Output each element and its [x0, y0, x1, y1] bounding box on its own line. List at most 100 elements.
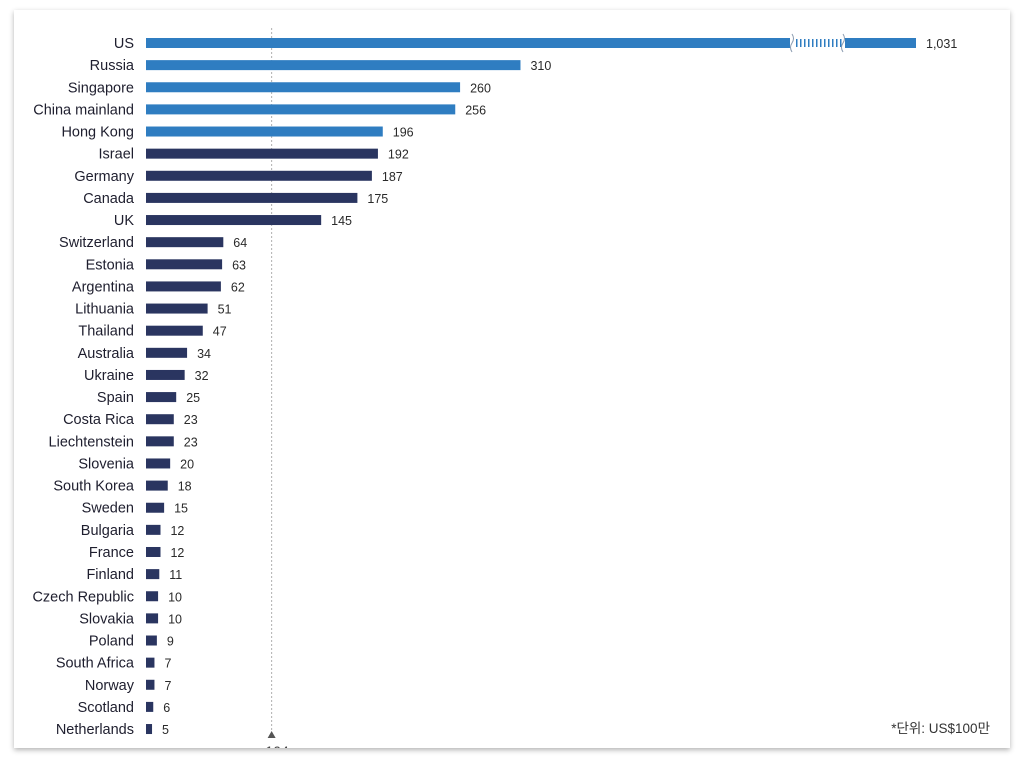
category-label: Bulgaria: [81, 523, 135, 539]
category-label: Slovakia: [79, 611, 135, 627]
bar: [146, 480, 168, 491]
axis-break-stripe: [836, 39, 838, 47]
category-label: Liechtenstein: [49, 434, 134, 450]
bar: [146, 369, 185, 380]
reference-label: φ 104: [252, 743, 289, 748]
category-label: China mainland: [33, 102, 134, 118]
bar: [146, 281, 221, 292]
value-label: 145: [331, 214, 352, 228]
bar: [146, 215, 322, 226]
value-label: 256: [465, 103, 486, 117]
category-label: Poland: [89, 634, 134, 650]
category-label: Costa Rica: [63, 412, 135, 428]
value-label: 12: [170, 546, 184, 560]
category-label: Lithuania: [75, 302, 135, 318]
axis-break-mark: [841, 33, 845, 53]
bar: [146, 524, 161, 535]
bar: [845, 38, 916, 48]
category-label: Sweden: [82, 501, 134, 517]
bar: [146, 126, 383, 137]
category-label: Israel: [99, 147, 134, 163]
category-label: Slovenia: [78, 456, 135, 472]
bar: [146, 303, 208, 314]
bar: [146, 613, 159, 624]
chart-card: φ 104 US 1,031 Russia 310 Singapore 260 China m…: [14, 10, 1010, 748]
bar: [146, 148, 378, 159]
reference-marker: [267, 731, 276, 739]
category-label: Estonia: [86, 257, 135, 273]
bar: [146, 104, 456, 115]
value-label: 63: [232, 258, 246, 272]
value-label: 6: [163, 701, 170, 715]
bar: [146, 60, 521, 71]
axis-break-stripe: [796, 39, 798, 47]
axis-break-stripe: [808, 39, 810, 47]
bar: [146, 82, 461, 93]
axis-break-stripe: [816, 39, 818, 47]
value-label: 1,031: [926, 37, 957, 51]
category-label: Finland: [86, 567, 134, 583]
bar: [146, 546, 161, 557]
bar: [146, 657, 155, 668]
axis-break-stripe: [828, 39, 830, 47]
category-label: Spain: [97, 390, 134, 406]
bar: [146, 347, 188, 358]
category-label: South Africa: [56, 656, 135, 672]
axis-break-stripe: [824, 39, 826, 47]
category-label: US: [114, 36, 134, 52]
bar: [146, 392, 177, 403]
category-label: Switzerland: [59, 235, 134, 251]
axis-break-stripe: [800, 39, 802, 47]
value-label: 23: [184, 435, 198, 449]
bar-chart: φ 104 US 1,031 Russia 310 Singapore 260 China m…: [32, 28, 990, 748]
category-label: Russia: [90, 58, 135, 74]
value-label: 23: [184, 413, 198, 427]
bar: [146, 569, 160, 580]
value-label: 175: [367, 192, 388, 206]
category-label: Norway: [85, 678, 135, 694]
value-label: 10: [168, 612, 182, 626]
bar: [146, 591, 159, 602]
value-label: 62: [231, 280, 245, 294]
value-label: 34: [197, 347, 211, 361]
category-label: Australia: [78, 346, 135, 362]
bar: [146, 724, 153, 735]
value-label: 18: [178, 480, 192, 494]
bar: [146, 701, 154, 712]
category-label: Thailand: [78, 324, 134, 340]
category-label: Scotland: [78, 700, 134, 716]
value-label: 11: [169, 568, 182, 582]
category-label: Netherlands: [56, 722, 134, 738]
category-label: Argentina: [72, 279, 135, 295]
category-label: Canada: [83, 191, 135, 207]
category-label: France: [89, 545, 134, 561]
category-label: Hong Kong: [61, 125, 134, 141]
value-label: 7: [164, 679, 171, 693]
category-label: South Korea: [53, 479, 135, 495]
value-label: 187: [382, 170, 403, 184]
category-label: UK: [114, 213, 134, 229]
value-label: 7: [164, 657, 171, 671]
category-label: Singapore: [68, 80, 134, 96]
axis-break-stripe: [832, 39, 834, 47]
value-label: 25: [186, 391, 200, 405]
value-label: 310: [530, 59, 551, 73]
bar: [146, 679, 155, 690]
bar: [146, 237, 224, 248]
axis-break-stripe: [840, 39, 842, 47]
value-label: 32: [195, 369, 209, 383]
value-label: 12: [170, 524, 184, 538]
axis-break-stripe: [804, 39, 806, 47]
unit-note: *단위: US$100만: [891, 721, 990, 736]
category-label: Ukraine: [84, 368, 134, 384]
value-label: 15: [174, 502, 188, 516]
value-label: 5: [162, 723, 169, 737]
category-label: Germany: [74, 169, 134, 185]
bar: [146, 635, 157, 646]
bar: [146, 325, 203, 336]
bar: [146, 192, 358, 203]
bar: [146, 436, 174, 447]
value-label: 47: [213, 325, 227, 339]
value-label: 10: [168, 590, 182, 604]
value-label: 192: [388, 148, 409, 162]
